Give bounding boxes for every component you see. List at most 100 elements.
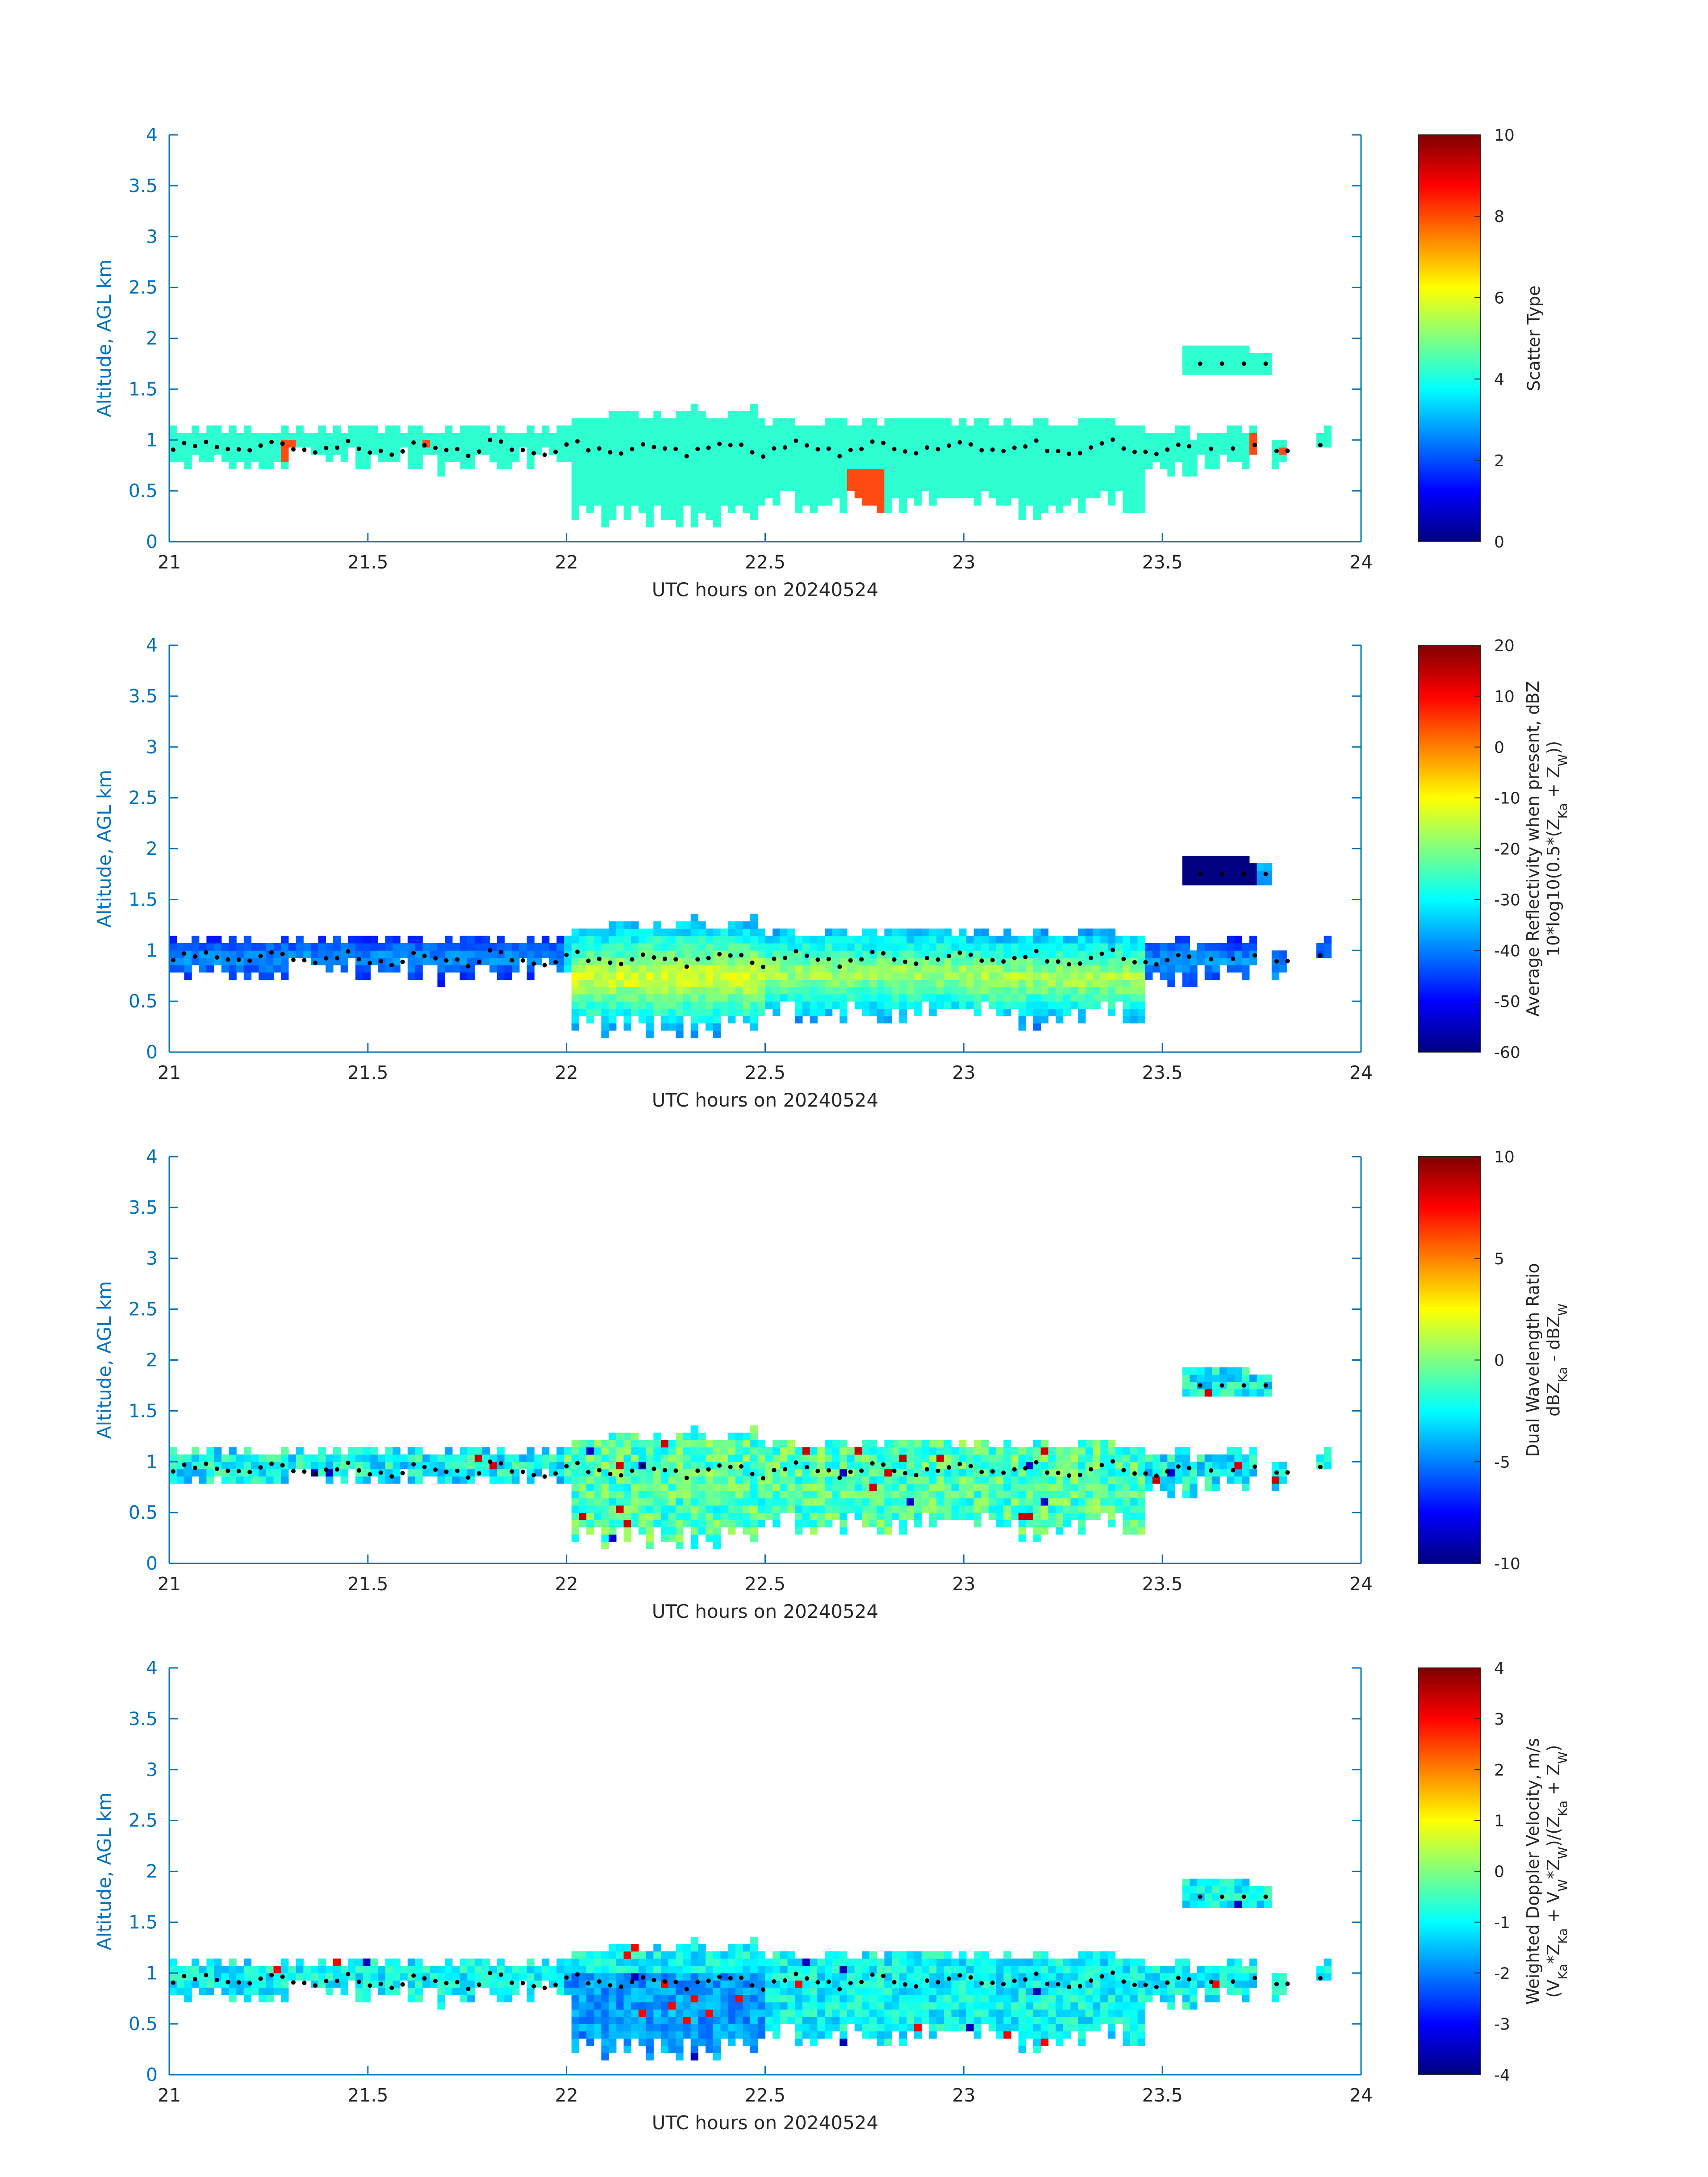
echo-cell [906,936,915,944]
echo-cell [385,943,393,951]
echo-cell [236,943,244,951]
echo-cell [661,943,669,951]
echo-cell [1078,1513,1086,1520]
echo-cell [914,440,922,448]
echo-cell [773,1498,781,1506]
echo-cell [661,979,669,987]
echo-cell [593,1491,602,1499]
echo-cell [638,1527,647,1535]
echo-cell [564,943,572,951]
echo-cell [698,2016,706,2024]
echo-cell [601,1440,609,1448]
echo-cell [951,950,959,958]
echo-cell [817,1476,825,1484]
echo-cell [892,986,900,994]
echo-cell [1242,1483,1250,1491]
echo-cell [467,943,475,951]
echo-cell [407,1995,416,2002]
echo-cell [1264,863,1272,871]
echo-cell [593,433,602,440]
echo-cell [1182,462,1190,469]
echo-cell [1249,433,1257,440]
echo-cell [877,936,885,944]
echo-cell [638,1008,647,1016]
echo-cell [1093,1498,1101,1506]
melting-layer-dot [258,1465,263,1470]
echo-cell [929,469,937,477]
echo-cell [452,1987,460,1995]
melting-layer-dot [957,440,962,445]
echo-cell [504,1987,512,1995]
echo-cell [862,1483,870,1491]
echo-cell [683,1520,691,1528]
echo-cell [981,418,989,426]
echo-cell [616,1958,624,1966]
echo-cell [810,986,818,994]
echo-cell [750,1534,758,1542]
echo-cell [743,425,751,433]
y-tick-label: 4 [146,1146,158,1167]
echo-cell [720,447,728,455]
melting-layer-dot [1176,953,1181,957]
echo-cell [385,1958,393,1966]
echo-cell [787,440,795,448]
echo-cell [1145,433,1153,440]
x-tick-label: 24 [1349,552,1373,573]
echo-cell [638,1001,647,1009]
echo-cell [713,1001,721,1009]
echo-cell [266,1469,274,1477]
echo-cell [601,1995,609,2002]
echo-cell [966,943,974,951]
echo-cell [1107,1462,1116,1470]
echo-cell [780,1483,788,1491]
echo-cell [579,425,587,433]
melting-layer-dot [684,1475,689,1480]
echo-cell [921,1454,930,1462]
echo-cell [556,1447,564,1455]
echo-cell [720,469,728,477]
echo-cell [437,1462,445,1470]
echo-cell [549,440,557,448]
echo-cell [706,1995,714,2002]
echo-cell [661,425,669,433]
echo-cell [1271,440,1280,448]
echo-cell [1033,1520,1041,1528]
echo-cell [1145,454,1153,462]
echo-cell [266,433,274,440]
echo-cell [646,965,654,973]
echo-cell [966,1476,974,1484]
echo-cell [832,1491,840,1499]
echo-cell [750,1483,758,1491]
echo-cell [512,1462,520,1470]
y-tick-label: 3.5 [129,175,158,196]
echo-cell [355,936,363,944]
echo-cell [214,1454,222,1462]
echo-cell [839,1454,848,1462]
echo-cell [176,1469,184,1477]
echo-cell [1048,943,1056,951]
echo-cell [996,447,1004,455]
echo-cell [1219,353,1228,360]
echo-cell [571,498,580,506]
colorbar-label: Dual Wavelength Ratio dBZKa - dBZW [1523,1263,1570,1457]
echo-cell [579,1987,587,1995]
echo-cell [1040,454,1048,462]
echo-cell [668,483,676,491]
echo-cell [780,972,788,980]
echo-cell [571,1469,580,1477]
echo-cell [355,425,363,433]
echo-cell [1078,418,1086,426]
echo-cell [497,447,505,455]
x-tick-label: 21.5 [347,1573,388,1595]
melting-layer-dot [968,953,973,957]
echo-cell [698,1995,706,2002]
echo-cell [936,476,944,484]
echo-cell [936,950,944,958]
echo-cell [720,1498,728,1506]
echo-cell [1048,994,1056,1002]
echo-cell [676,520,684,528]
echo-cell [966,462,974,469]
echo-cell [251,1462,259,1470]
echo-cell [363,1995,371,2002]
echo-cell [720,1987,728,1995]
